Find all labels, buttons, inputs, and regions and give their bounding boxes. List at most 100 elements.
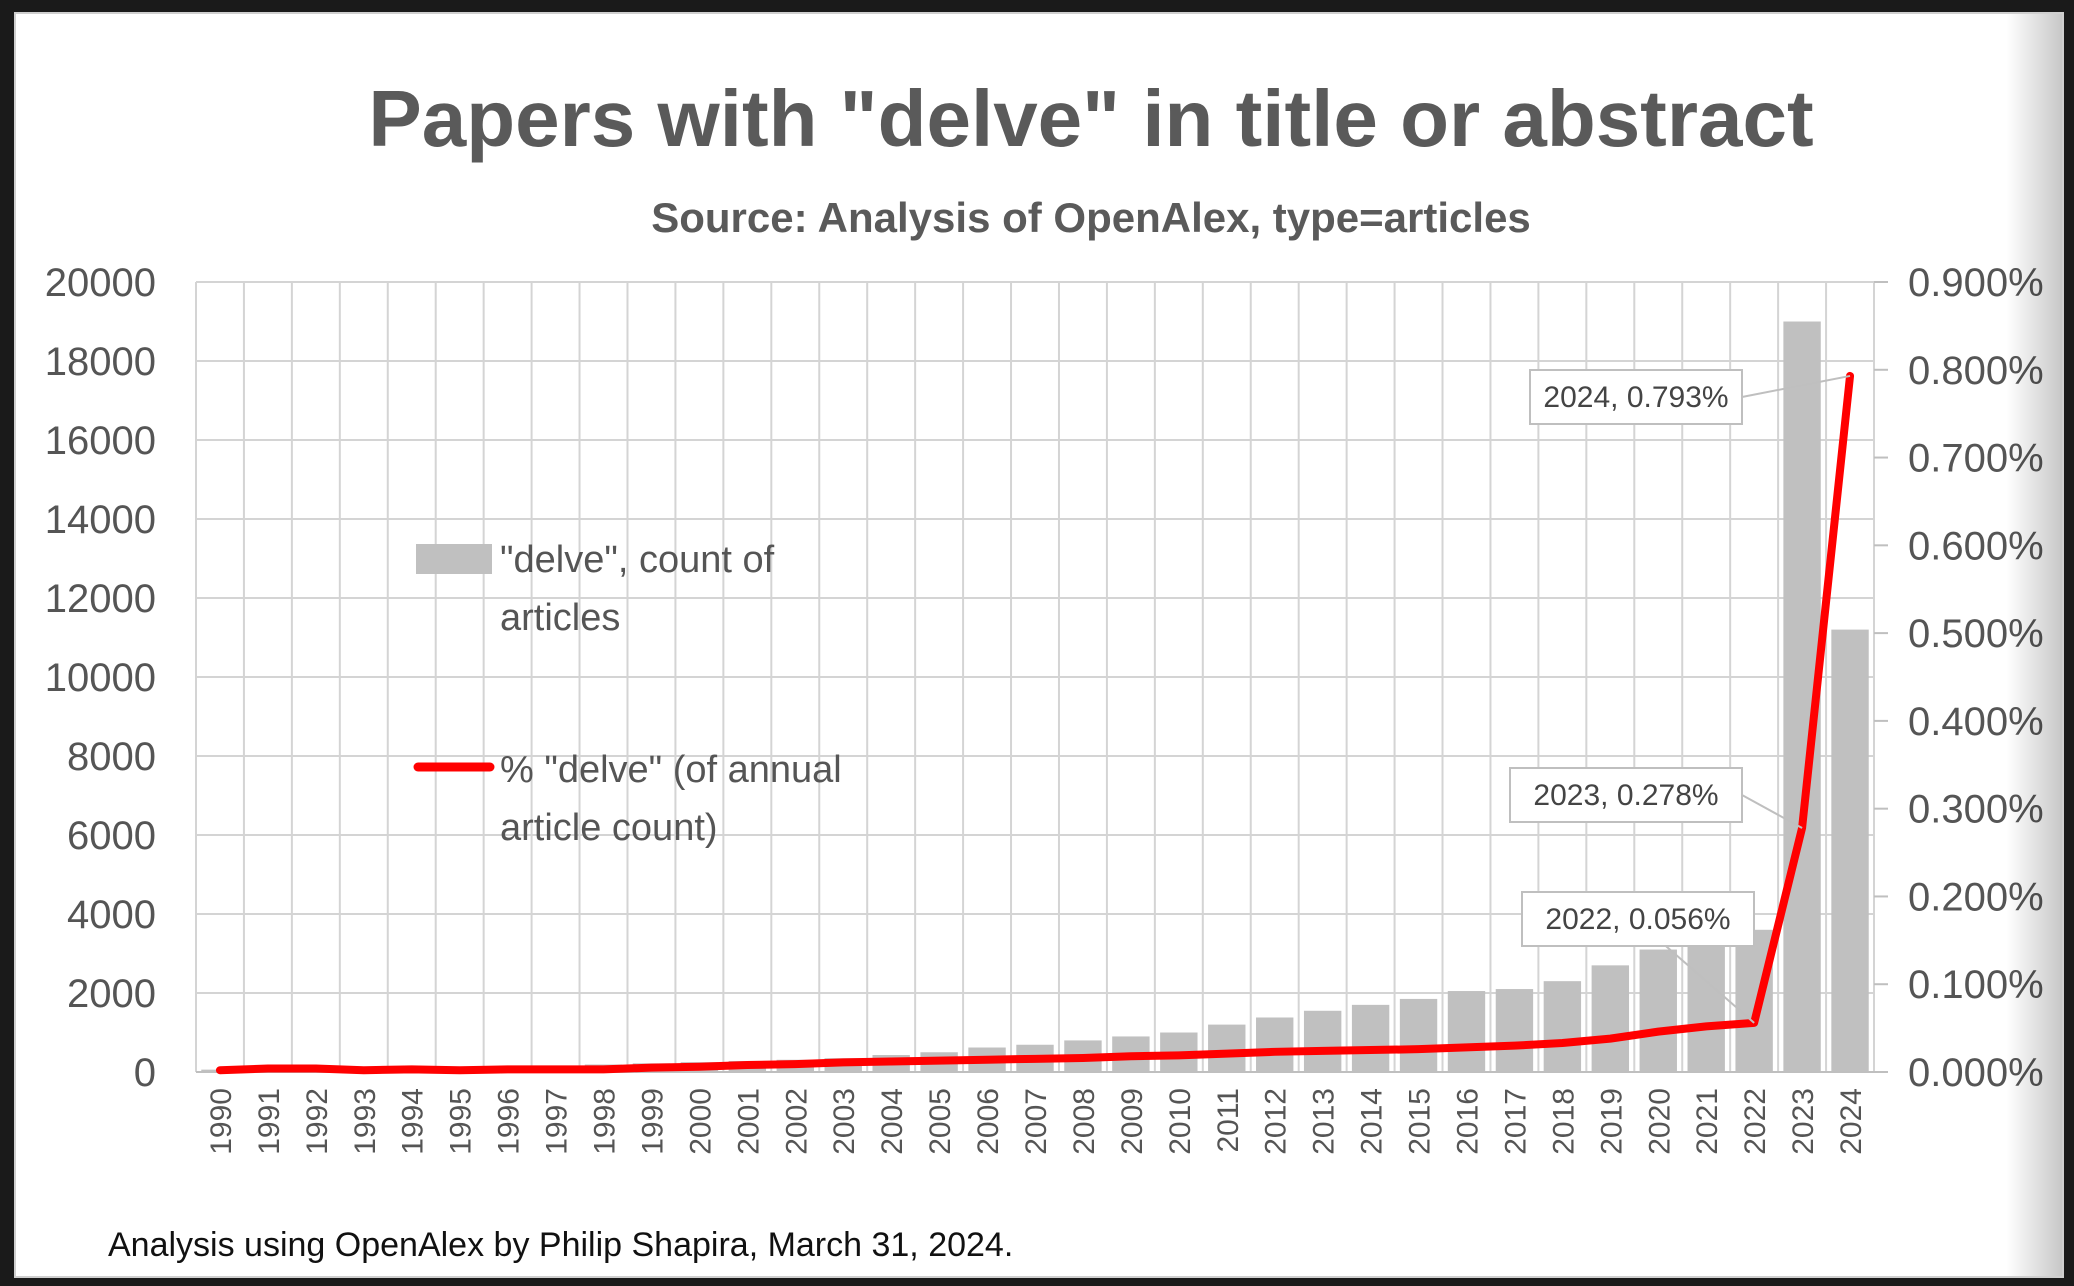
line-point — [1367, 1046, 1375, 1054]
data-callout-label: 2024, 0.793% — [1543, 381, 1728, 414]
legend-label-bar: "delve", count of — [500, 539, 775, 581]
x-tick-label: 2006 — [972, 1088, 1005, 1155]
line-point — [408, 1065, 416, 1073]
y-right-tick-label: 0.100% — [1908, 963, 2044, 1007]
x-tick-label: 1995 — [445, 1088, 478, 1155]
y-left-tick-label: 10000 — [45, 656, 156, 700]
x-tick-label: 1993 — [349, 1088, 382, 1155]
line-point — [1558, 1039, 1566, 1047]
legend-swatch-bar — [416, 544, 492, 574]
x-tick-label: 2019 — [1595, 1088, 1628, 1155]
line-point — [1223, 1050, 1231, 1058]
line-point — [695, 1063, 703, 1071]
legend-label-bar: articles — [500, 597, 620, 639]
y-right-tick-label: 0.800% — [1908, 349, 2044, 393]
line-point — [743, 1061, 751, 1069]
x-tick-label: 2016 — [1451, 1088, 1484, 1155]
x-tick-label: 2023 — [1787, 1088, 1820, 1155]
x-tick-label: 2000 — [684, 1088, 717, 1155]
line-point — [1462, 1043, 1470, 1051]
x-tick-label: 2015 — [1404, 1088, 1437, 1155]
x-tick-label: 2014 — [1356, 1088, 1389, 1155]
line-point — [647, 1064, 655, 1072]
line-point — [887, 1057, 895, 1065]
x-tick-label: 2011 — [1212, 1088, 1245, 1153]
data-callout-leader — [1741, 374, 1851, 398]
y-right-tick-label: 0.200% — [1908, 875, 2044, 919]
y-left-tick-label: 16000 — [45, 419, 156, 463]
edge-shadow — [2006, 14, 2062, 1276]
x-tick-label: 2001 — [732, 1088, 765, 1155]
line-point — [264, 1064, 272, 1072]
footer-note: Analysis using OpenAlex by Philip Shapir… — [108, 1226, 1014, 1264]
bar — [1447, 991, 1486, 1072]
bar — [1543, 981, 1582, 1072]
line-point — [1319, 1047, 1327, 1055]
chart-subtitle: Source: Analysis of OpenAlex, type=artic… — [651, 194, 1531, 241]
line-point — [1606, 1035, 1614, 1043]
line-point — [1031, 1055, 1039, 1063]
y-left-tick-label: 0 — [134, 1051, 156, 1095]
y-left-tick-label: 4000 — [67, 893, 156, 937]
bar — [1208, 1024, 1246, 1072]
x-tick-label: 2007 — [1020, 1088, 1053, 1155]
chart-title: Papers with "delve" in title or abstract — [368, 74, 1813, 163]
line-point — [839, 1058, 847, 1066]
x-tick-label: 2012 — [1260, 1088, 1293, 1155]
data-callout-box — [1509, 767, 1743, 823]
data-callout-label: 2022, 0.056% — [1545, 903, 1730, 936]
line-point — [360, 1066, 368, 1074]
line-point — [1654, 1028, 1662, 1036]
bar — [1639, 949, 1677, 1072]
y-left-tick-label: 14000 — [45, 498, 156, 542]
data-callout-label: 2023, 0.278% — [1533, 779, 1718, 812]
x-tick-label: 1996 — [493, 1088, 526, 1155]
bar — [1687, 945, 1725, 1072]
line-point — [552, 1065, 560, 1073]
x-tick-label: 2002 — [780, 1088, 813, 1155]
line-point — [1510, 1042, 1518, 1050]
line-point — [1127, 1052, 1135, 1060]
x-tick-label: 2021 — [1691, 1088, 1724, 1155]
line-point — [791, 1060, 799, 1068]
data-callout-leader — [1741, 794, 1803, 829]
line-point — [1175, 1051, 1183, 1059]
x-tick-label: 2010 — [1164, 1088, 1197, 1155]
y-left-tick-label: 2000 — [67, 972, 156, 1016]
line-point — [504, 1065, 512, 1073]
bar — [1591, 965, 1630, 1072]
y-right-tick-label: 0.300% — [1908, 788, 2044, 832]
line-point — [456, 1066, 464, 1074]
y-left-tick-label: 20000 — [45, 261, 156, 305]
chart-canvas: Papers with "delve" in title or abstract… — [45, 74, 2044, 1155]
line-point — [983, 1056, 991, 1064]
y-left-tick-label: 8000 — [67, 735, 156, 779]
bar — [1735, 929, 1773, 1072]
bar — [1351, 1004, 1390, 1072]
x-tick-label: 2020 — [1643, 1088, 1676, 1155]
y-left-tick-label: 18000 — [45, 340, 156, 384]
line-point — [1079, 1054, 1087, 1062]
legend-label-line: % "delve" (of annual — [500, 749, 842, 791]
data-callout-box — [1529, 369, 1743, 425]
x-tick-label: 1997 — [541, 1088, 574, 1155]
bar — [1399, 998, 1438, 1072]
bar — [1831, 629, 1869, 1072]
x-tick-label: 2018 — [1547, 1088, 1580, 1155]
legend-label-line: article count) — [500, 807, 718, 849]
x-tick-label: 2024 — [1835, 1088, 1868, 1155]
line-point — [1415, 1045, 1423, 1053]
bar — [1303, 1010, 1342, 1072]
chart-frame: Papers with "delve" in title or abstract… — [14, 12, 2064, 1278]
bar — [1256, 1017, 1294, 1072]
y-right-tick-label: 0.500% — [1908, 612, 2044, 656]
x-tick-label: 1992 — [301, 1088, 334, 1155]
x-tick-label: 2017 — [1499, 1088, 1532, 1155]
x-tick-label: 1990 — [205, 1088, 238, 1155]
y-right-tick-label: 0.900% — [1908, 261, 2044, 305]
x-tick-label: 2004 — [876, 1088, 909, 1155]
y-left-tick-label: 6000 — [67, 814, 156, 858]
y-right-tick-label: 0.600% — [1908, 524, 2044, 568]
x-tick-label: 2003 — [828, 1088, 861, 1155]
y-left-tick-label: 12000 — [45, 577, 156, 621]
